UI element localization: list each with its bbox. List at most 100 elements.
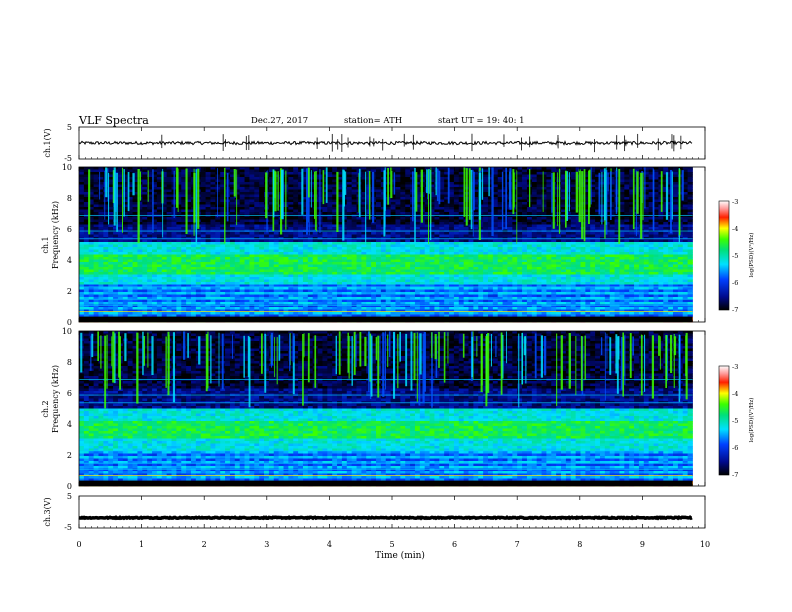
- spectrogram-cell: [88, 189, 95, 193]
- spectrogram-cell: [254, 167, 260, 170]
- spectrogram-cell: [327, 224, 333, 228]
- spectrogram-cell: [259, 192, 265, 195]
- spectrogram-cell: [356, 224, 362, 228]
- spectrogram-cell: [561, 177, 567, 180]
- spectrogram-cell: [351, 167, 357, 170]
- spectrogram-cell: [210, 244, 216, 248]
- spectrogram-cell: [507, 234, 513, 238]
- spectrogram-cell: [585, 259, 591, 263]
- spectrogram-cell: [332, 192, 338, 195]
- spectrogram-cell: [668, 254, 674, 258]
- spectrogram-cell: [595, 222, 601, 225]
- spectrogram-cell: [205, 259, 211, 263]
- spectrogram-cell: [127, 219, 133, 223]
- spectrogram-cell: [103, 217, 109, 220]
- spectrogram-cell: [414, 239, 421, 243]
- spectrogram-cell: [410, 252, 416, 255]
- spectrogram-cell: [215, 204, 221, 208]
- spectrogram-cell: [380, 262, 387, 265]
- spectrogram-cell: [137, 234, 143, 238]
- spectrogram-cell: [366, 194, 372, 198]
- spectrogram-cell: [117, 242, 124, 245]
- spectrogram-cell: [541, 172, 547, 175]
- spectrogram-cell: [83, 184, 90, 188]
- spectrogram-cell: [682, 182, 689, 185]
- spectrogram-cell: [414, 202, 421, 205]
- spectrogram-cell: [234, 234, 241, 238]
- spectrogram-cell: [346, 224, 353, 228]
- spectrogram-cell: [536, 187, 542, 190]
- spectrogram-cell: [478, 252, 484, 255]
- spectrogram-cell: [132, 174, 138, 178]
- spectrogram-cell: [522, 227, 528, 230]
- spectrogram-cell: [483, 172, 489, 175]
- spectrogram-cell: [132, 187, 138, 190]
- spectrogram-cell: [249, 177, 255, 180]
- spectrogram-cell: [497, 182, 503, 185]
- spectrogram-cell: [234, 174, 241, 178]
- spectrogram-cell: [658, 244, 664, 248]
- spectrogram-cell: [449, 174, 455, 178]
- spectrogram-cell: [186, 187, 192, 190]
- spectrogram-cell: [264, 257, 270, 260]
- spectrogram-cell: [570, 247, 577, 250]
- spectrogram-cell: [595, 257, 601, 260]
- spectrogram-cell: [585, 194, 591, 198]
- spectrogram-cell: [629, 244, 635, 248]
- spectrogram-cell: [366, 224, 372, 228]
- spectrogram-cell: [624, 212, 630, 215]
- spectrogram-cell: [575, 224, 581, 228]
- spectrogram-cell: [648, 194, 654, 198]
- spectrogram-cell: [239, 199, 245, 203]
- spectrogram-cell: [561, 219, 567, 223]
- spectrogram-cell: [400, 167, 406, 170]
- spectrogram-cell: [531, 244, 538, 248]
- spectrogram-cell: [234, 169, 241, 173]
- spectrogram-cell: [673, 224, 679, 228]
- spectrogram-cell: [83, 224, 90, 228]
- spectrogram-cell: [341, 232, 348, 235]
- spectrogram-cell: [687, 204, 693, 208]
- spectrogram-cell: [395, 189, 401, 193]
- spectrogram-cell: [283, 244, 289, 248]
- spectrogram-cell: [88, 252, 95, 255]
- spectrogram-cell: [176, 192, 182, 195]
- spectrogram-cell: [127, 214, 133, 218]
- spectrogram-cell: [609, 199, 615, 203]
- spectrogram-cell: [673, 222, 679, 225]
- spectrogram-cell: [575, 232, 581, 235]
- spectrogram-cell: [288, 194, 294, 198]
- spectrogram-cell: [156, 244, 163, 248]
- spectrogram-cell: [346, 234, 353, 238]
- spectrogram-cell: [259, 234, 265, 238]
- spectrogram-cell: [244, 194, 250, 198]
- spectrogram-cell: [400, 209, 406, 213]
- spectrogram-cell: [449, 172, 455, 175]
- spectrogram-cell: [234, 187, 241, 190]
- spectrogram-cell: [103, 214, 109, 218]
- spectrogram-cell: [93, 169, 99, 173]
- spectrogram-cell: [653, 209, 659, 213]
- spectrogram-cell: [322, 187, 328, 190]
- spectrogram-cell: [444, 192, 450, 195]
- spectrogram-cell: [522, 177, 528, 180]
- spectrogram-cell: [327, 197, 333, 200]
- spectrogram-cell: [400, 227, 406, 230]
- spectrogram-cell: [385, 224, 392, 228]
- waveform-line: [78, 139, 693, 147]
- spectrogram-cell: [429, 204, 435, 208]
- spectrogram-cell: [473, 259, 479, 263]
- spectrogram-cell: [682, 214, 689, 218]
- spectrogram-cell: [366, 209, 372, 213]
- spectrogram-cell: [186, 189, 192, 193]
- spectrogram-cell: [93, 189, 99, 193]
- spectrogram-cell: [166, 264, 172, 268]
- spectrogram-cell: [492, 174, 499, 178]
- spectrogram-cell: [181, 204, 187, 208]
- spectrogram-cell: [137, 259, 143, 263]
- spectrogram-cell: [361, 239, 367, 243]
- spectrogram-cell: [434, 257, 440, 260]
- spectrogram-cell: [117, 174, 124, 178]
- spectrogram-cell: [682, 169, 689, 173]
- spectrogram-cell: [361, 212, 367, 215]
